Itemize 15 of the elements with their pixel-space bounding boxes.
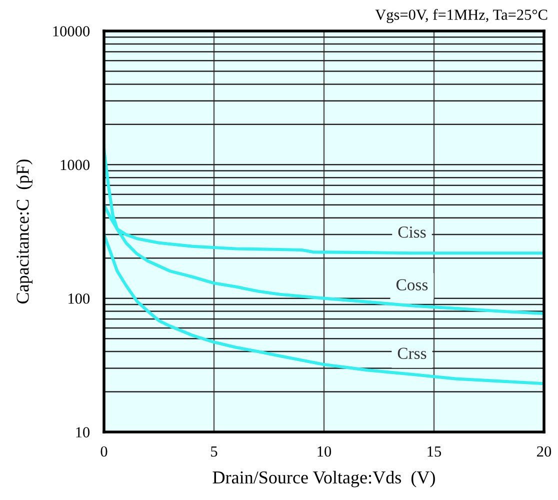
- y-tick-label: 10000: [53, 26, 90, 36]
- y-axis-title: Capacitance:C (pF): [16, 160, 32, 304]
- y-tick-label: 100: [68, 293, 90, 304]
- x-tick-label: 5: [211, 446, 218, 457]
- x-axis-title: Drain/Source Voltage:Vds (V): [212, 470, 435, 488]
- y-tick-label: 10: [76, 427, 90, 438]
- x-tick-label: 0: [100, 446, 108, 457]
- x-tick-label: 15: [428, 446, 442, 457]
- chart-title: Vgs=0V, f=1MHz, Ta=25°C: [375, 8, 548, 24]
- x-tick-label: 20: [537, 446, 552, 457]
- y-tick-label: 1000: [60, 160, 90, 170]
- series-label: Coss: [396, 279, 428, 290]
- series-label: Ciss: [398, 226, 426, 238]
- x-tick-label: 10: [318, 446, 332, 457]
- series-label: Crss: [398, 348, 426, 359]
